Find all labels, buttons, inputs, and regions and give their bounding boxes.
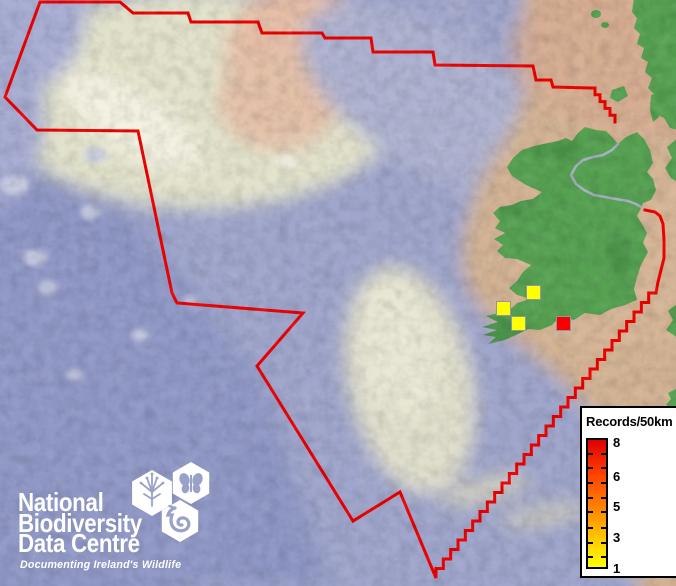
legend-tick xyxy=(588,466,593,469)
legend-tick xyxy=(588,526,593,529)
legend-label: 5 xyxy=(613,499,621,515)
legend-tick xyxy=(601,541,606,544)
legend-label: 1 xyxy=(613,561,621,576)
legend-label: 3 xyxy=(613,529,621,545)
record-square[interactable] xyxy=(556,316,571,331)
legend-colorbar xyxy=(586,438,608,569)
legend-tick xyxy=(601,452,606,455)
legend-tick xyxy=(588,541,593,544)
legend-tick xyxy=(588,497,593,500)
legend-tick xyxy=(601,555,606,558)
legend-tick xyxy=(601,466,606,469)
legend-tick xyxy=(601,526,606,529)
legend-label: 6 xyxy=(613,469,621,485)
legend-tick xyxy=(601,497,606,500)
legend-tick xyxy=(588,555,593,558)
legend-tick xyxy=(601,482,606,485)
record-square[interactable] xyxy=(496,301,511,316)
record-square[interactable] xyxy=(511,316,526,331)
legend-label: 8 xyxy=(613,435,621,451)
legend-tick xyxy=(588,452,593,455)
legend-panel: Records/50km 8 6 5 3 1 xyxy=(580,406,676,578)
record-square[interactable] xyxy=(526,285,541,300)
legend-tick xyxy=(588,482,593,485)
legend-tick xyxy=(588,511,593,514)
legend-title: Records/50km xyxy=(586,414,673,429)
legend-tick xyxy=(601,511,606,514)
